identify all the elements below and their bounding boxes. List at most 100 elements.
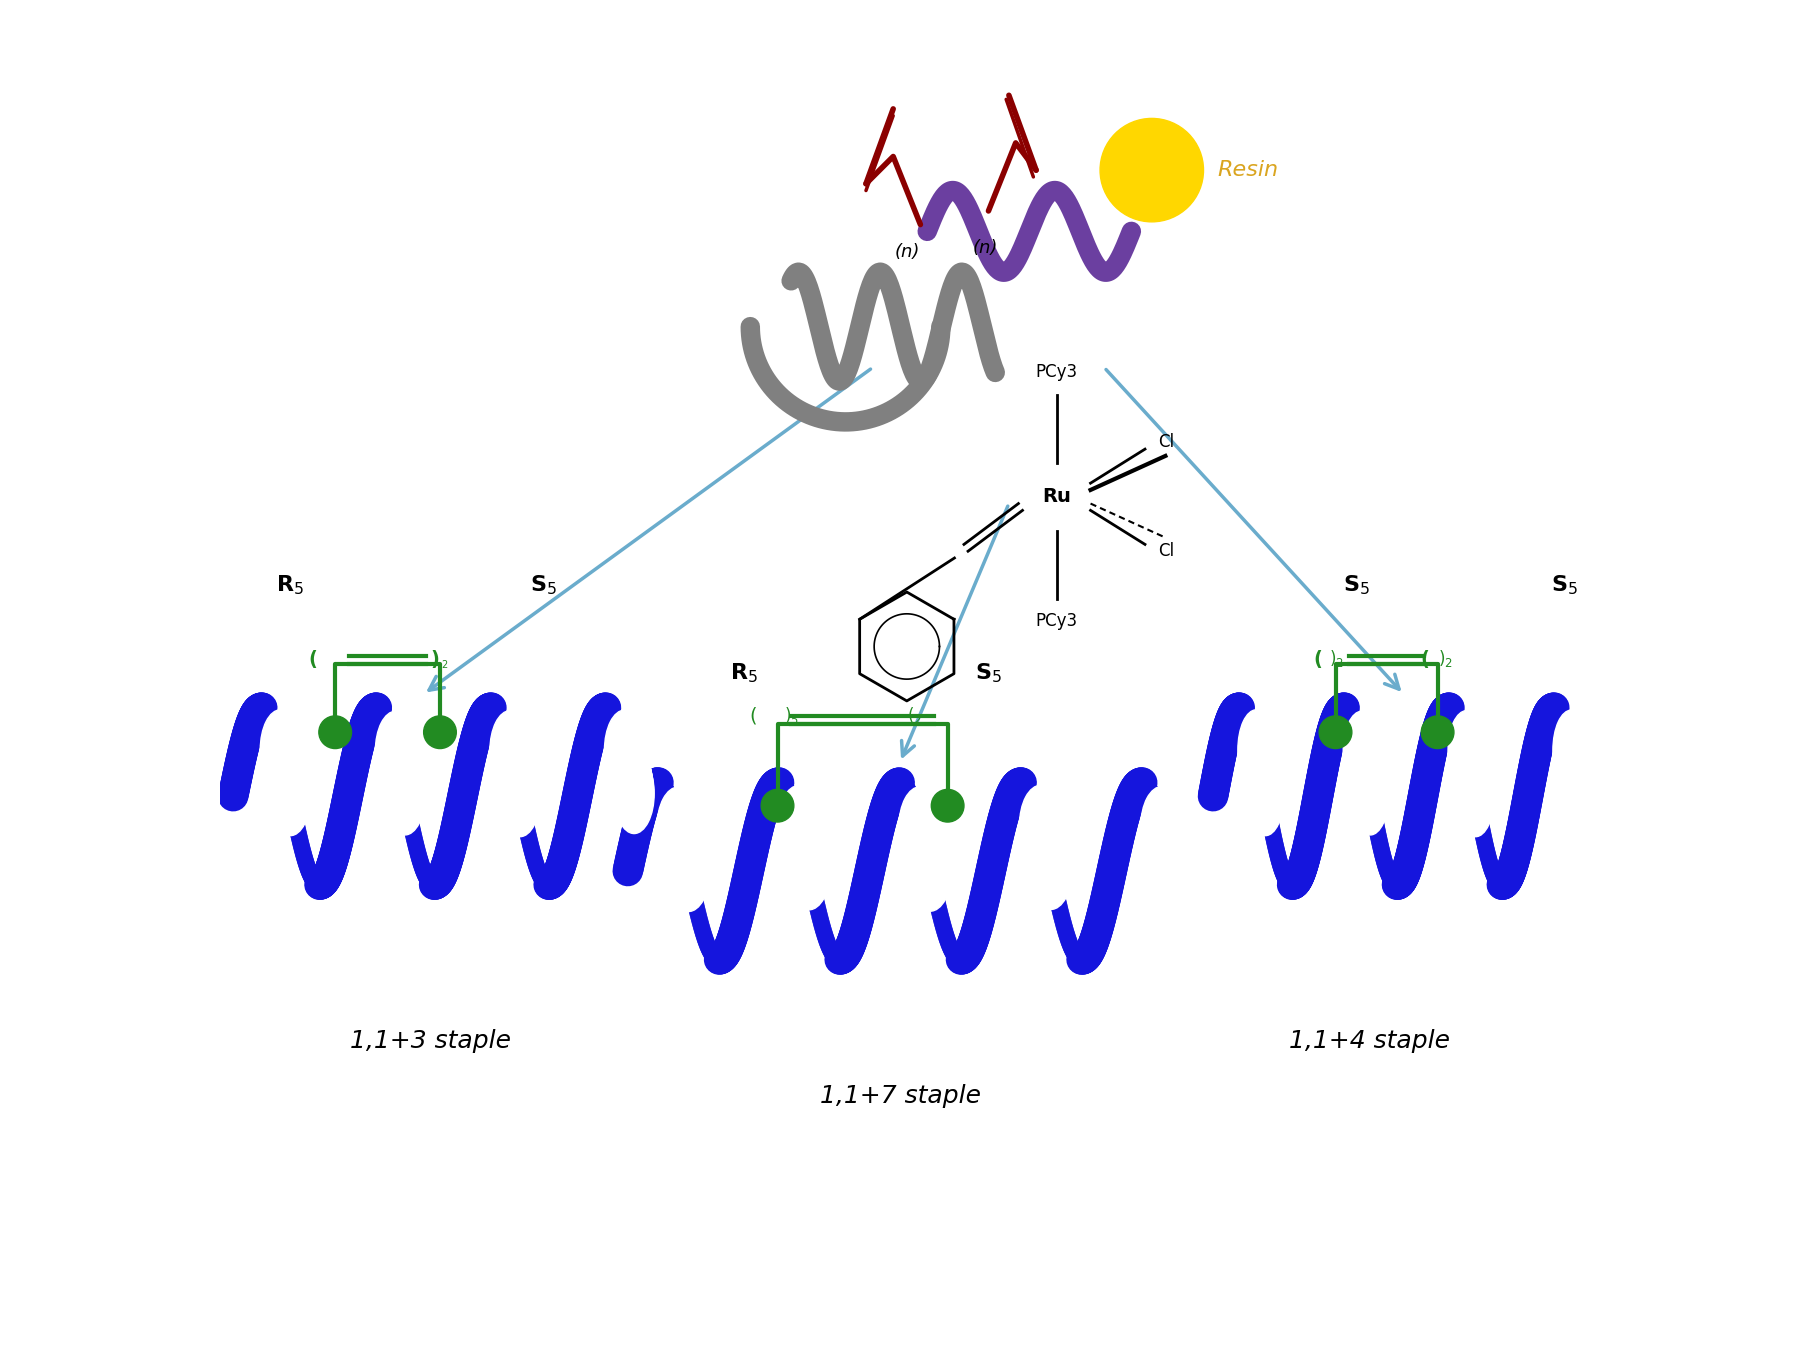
Ellipse shape bbox=[1348, 734, 1384, 814]
Text: S$_5$: S$_5$ bbox=[529, 573, 556, 597]
Ellipse shape bbox=[261, 716, 302, 796]
Ellipse shape bbox=[385, 755, 425, 834]
Ellipse shape bbox=[662, 807, 704, 887]
Ellipse shape bbox=[1143, 792, 1184, 871]
Ellipse shape bbox=[1240, 723, 1278, 803]
Ellipse shape bbox=[662, 814, 706, 893]
Ellipse shape bbox=[265, 725, 304, 804]
Ellipse shape bbox=[1145, 807, 1188, 886]
Ellipse shape bbox=[1456, 750, 1492, 829]
Ellipse shape bbox=[1350, 740, 1386, 821]
Ellipse shape bbox=[612, 742, 652, 822]
Text: (n): (n) bbox=[974, 238, 999, 257]
Ellipse shape bbox=[1348, 739, 1386, 818]
Ellipse shape bbox=[1345, 720, 1382, 799]
Ellipse shape bbox=[1456, 754, 1494, 834]
Ellipse shape bbox=[781, 796, 823, 876]
Ellipse shape bbox=[1559, 739, 1595, 819]
Ellipse shape bbox=[491, 720, 533, 799]
Ellipse shape bbox=[385, 753, 425, 833]
Circle shape bbox=[1100, 118, 1204, 222]
Ellipse shape bbox=[1449, 715, 1485, 795]
Ellipse shape bbox=[1555, 721, 1591, 800]
Ellipse shape bbox=[905, 813, 947, 893]
Circle shape bbox=[931, 789, 965, 822]
Ellipse shape bbox=[1454, 738, 1490, 818]
Ellipse shape bbox=[657, 787, 700, 867]
Text: Cl: Cl bbox=[1159, 433, 1175, 452]
Ellipse shape bbox=[380, 731, 419, 811]
Text: $)_2$: $)_2$ bbox=[1438, 648, 1453, 670]
Ellipse shape bbox=[666, 822, 707, 902]
Ellipse shape bbox=[614, 751, 653, 832]
Ellipse shape bbox=[1555, 719, 1591, 799]
Ellipse shape bbox=[657, 789, 700, 870]
Ellipse shape bbox=[1559, 738, 1595, 817]
Ellipse shape bbox=[605, 715, 646, 793]
Ellipse shape bbox=[263, 719, 302, 798]
Ellipse shape bbox=[1150, 827, 1193, 908]
Ellipse shape bbox=[1346, 723, 1382, 802]
Ellipse shape bbox=[1247, 754, 1283, 833]
Ellipse shape bbox=[1561, 744, 1597, 823]
Ellipse shape bbox=[781, 800, 823, 879]
Ellipse shape bbox=[1453, 735, 1490, 815]
Ellipse shape bbox=[497, 743, 536, 822]
Text: (n): (n) bbox=[895, 242, 920, 261]
Ellipse shape bbox=[605, 710, 644, 789]
Ellipse shape bbox=[1242, 725, 1278, 804]
Ellipse shape bbox=[1456, 747, 1492, 827]
Ellipse shape bbox=[376, 716, 416, 795]
Ellipse shape bbox=[490, 710, 529, 791]
Ellipse shape bbox=[1145, 800, 1186, 881]
Ellipse shape bbox=[1451, 720, 1487, 799]
Ellipse shape bbox=[1346, 729, 1384, 808]
Ellipse shape bbox=[1240, 719, 1276, 798]
Ellipse shape bbox=[382, 740, 421, 821]
Ellipse shape bbox=[614, 754, 653, 833]
Ellipse shape bbox=[1022, 799, 1066, 879]
Ellipse shape bbox=[266, 739, 308, 819]
Ellipse shape bbox=[1458, 757, 1494, 837]
Ellipse shape bbox=[1246, 746, 1282, 826]
Text: R$_5$: R$_5$ bbox=[729, 661, 758, 686]
Ellipse shape bbox=[781, 803, 824, 882]
Ellipse shape bbox=[270, 755, 310, 836]
Ellipse shape bbox=[1246, 751, 1283, 830]
Ellipse shape bbox=[1028, 823, 1071, 904]
Ellipse shape bbox=[491, 715, 531, 795]
Ellipse shape bbox=[270, 751, 310, 830]
Ellipse shape bbox=[612, 744, 652, 823]
Ellipse shape bbox=[664, 819, 707, 900]
Ellipse shape bbox=[1454, 743, 1490, 822]
Ellipse shape bbox=[1553, 712, 1589, 792]
Text: $\bf{(}$: $\bf{(}$ bbox=[308, 648, 317, 670]
Text: S$_5$: S$_5$ bbox=[1343, 573, 1370, 597]
Text: Resin: Resin bbox=[1217, 161, 1278, 180]
Ellipse shape bbox=[1024, 806, 1067, 885]
Ellipse shape bbox=[778, 788, 821, 868]
Ellipse shape bbox=[1555, 723, 1593, 803]
Text: $)_2$: $)_2$ bbox=[1328, 648, 1343, 670]
Ellipse shape bbox=[1346, 724, 1382, 804]
Ellipse shape bbox=[493, 721, 533, 802]
Ellipse shape bbox=[1247, 755, 1283, 836]
Ellipse shape bbox=[607, 721, 648, 800]
Text: $\bf{)}$: $\bf{)}$ bbox=[430, 648, 439, 670]
Ellipse shape bbox=[266, 736, 306, 817]
Ellipse shape bbox=[1242, 727, 1278, 807]
Ellipse shape bbox=[898, 787, 941, 867]
Ellipse shape bbox=[1348, 731, 1384, 811]
Ellipse shape bbox=[661, 804, 704, 883]
Ellipse shape bbox=[1561, 751, 1598, 832]
Circle shape bbox=[423, 716, 457, 749]
Ellipse shape bbox=[265, 732, 306, 811]
Ellipse shape bbox=[779, 793, 823, 874]
Ellipse shape bbox=[499, 750, 538, 829]
Ellipse shape bbox=[1454, 740, 1490, 819]
Ellipse shape bbox=[382, 739, 421, 818]
Ellipse shape bbox=[900, 789, 941, 870]
Ellipse shape bbox=[1026, 811, 1067, 891]
Text: $_2$: $_2$ bbox=[441, 657, 448, 671]
Ellipse shape bbox=[1148, 822, 1192, 901]
